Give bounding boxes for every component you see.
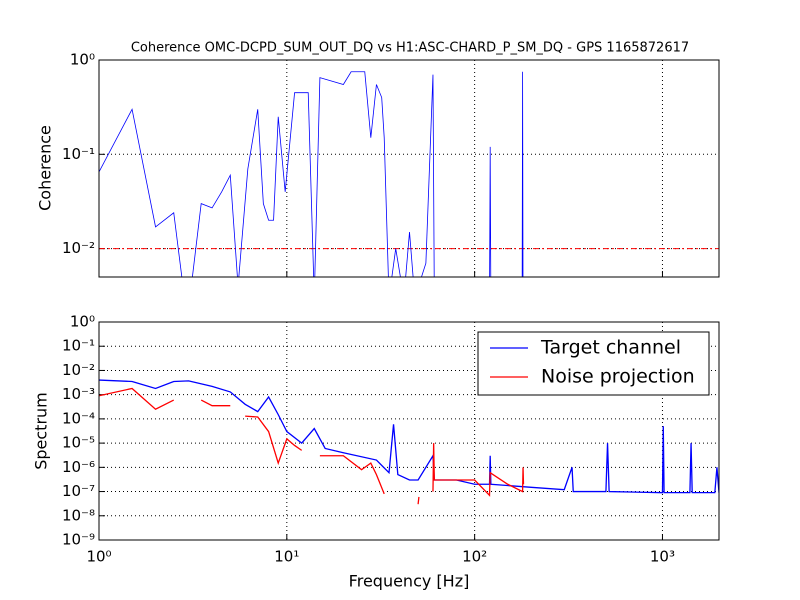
y-tick-label: 10⁻⁹: [62, 531, 95, 549]
y-tick-label: 10⁰: [70, 313, 95, 331]
y-tick-label: 10⁻⁷: [62, 482, 95, 500]
y-tick-label: 10⁻⁸: [62, 506, 95, 524]
legend-box: [477, 331, 710, 396]
x-axis-label: Frequency [Hz]: [349, 572, 470, 591]
chart-title: Coherence OMC-DCPD_SUM_OUT_DQ vs H1:ASC-…: [131, 41, 689, 56]
plot-area: 10⁰ 10⁻¹ 10⁻²: [62, 51, 720, 278]
y-tick-label: 10⁻⁴: [62, 409, 95, 427]
legend: Target channel Noise projection: [477, 331, 710, 396]
axes-frame: [98, 59, 720, 278]
data-line: [99, 71, 524, 277]
data-line: [99, 387, 525, 505]
y-tick-label: 10⁻³: [62, 385, 95, 403]
legend-label: Noise projection: [541, 366, 695, 388]
y-tick-label: 10⁰: [70, 51, 95, 69]
y-axis-label: Coherence: [36, 125, 55, 211]
x-tick-label: 10⁰: [86, 548, 111, 566]
legend-label: Target channel: [540, 337, 681, 359]
y-tick-label: 10⁻²: [62, 361, 95, 379]
y-tick-label: 10⁻¹: [62, 145, 95, 163]
y-tick-label: 10⁻⁶: [62, 458, 95, 476]
y-tick-label: 10⁻²: [62, 239, 95, 257]
x-tick-label: 10²: [462, 548, 487, 566]
x-tick-label: 10³: [650, 548, 675, 566]
plot-area: 10⁰ 10¹ 10² 10³ 10⁰ 10⁻¹ 10⁻² 10⁻³ 10⁻⁴ 10⁻⁵ 10⁻⁶ 1…: [62, 313, 720, 566]
y-axis-label: Spectrum: [32, 392, 51, 470]
y-tick-label: 10⁻⁵: [62, 434, 95, 452]
y-tick-label: 10⁻¹: [62, 337, 95, 355]
axes-frame: [98, 321, 720, 541]
x-tick-label: 10¹: [274, 548, 299, 566]
